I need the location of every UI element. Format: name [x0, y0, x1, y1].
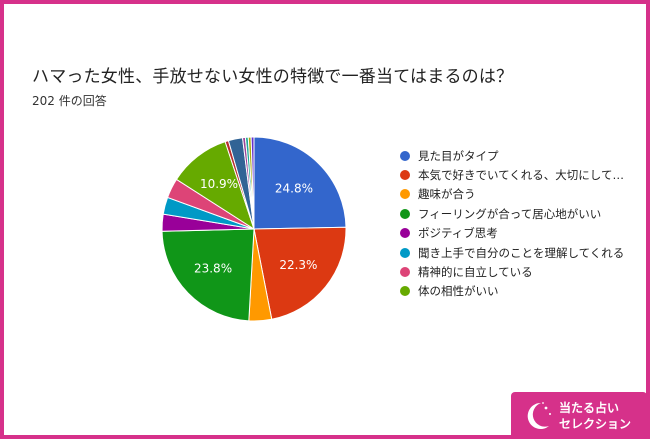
legend-swatch-6 [400, 267, 410, 278]
brand-badge: 当たる占い セレクション [511, 392, 647, 439]
legend-swatch-5 [400, 247, 410, 258]
pie-slice-0 [253, 136, 347, 230]
legend-item-4: ポジティブ思考 [400, 224, 624, 243]
legend-item-0: 見た目がタイプ [400, 146, 624, 165]
pie-slice-13 [250, 136, 255, 230]
pie-slice-1 [253, 226, 347, 320]
legend-swatch-4 [400, 228, 410, 239]
legend-item-1: 本気で好きでいてくれる、大切にして… [400, 165, 624, 184]
chart-title: ハマった女性、手放せない女性の特徴で一番当てはまるのは？ [32, 67, 514, 87]
legend-swatch-0 [400, 150, 410, 161]
brand-name-line2: セレクション [559, 416, 632, 431]
legend: 見た目がタイプ本気で好きでいてくれる、大切にして… 趣味が合うフィーリングが合って… [400, 146, 624, 301]
legend-label-6: 精神的に自立している [418, 265, 533, 280]
brand-name-line1: 当たる占い [559, 400, 620, 415]
legend-label-0: 見た目がタイプ [418, 148, 499, 163]
legend-swatch-2 [400, 189, 410, 200]
brand-name: 当たる占い セレクション [559, 400, 631, 432]
legend-swatch-1 [400, 170, 410, 181]
legend-swatch-3 [400, 208, 410, 219]
pie-slice-3 [161, 228, 255, 322]
response-count: 202 件の回答 [32, 94, 107, 108]
legend-label-4: ポジティブ思考 [418, 226, 498, 241]
pie-slice-label-0: 24.8% [275, 181, 313, 195]
legend-swatch-7 [400, 286, 410, 297]
legend-label-2: 趣味が合う [418, 187, 476, 202]
pie-slice-label-1: 22.3% [279, 258, 317, 272]
legend-item-7: 体の相性がいい [400, 282, 624, 301]
legend-item-2: 趣味が合う [400, 185, 624, 204]
legend-item-5: 聞き上手で自分のことを理解してくれる [400, 243, 624, 262]
pie-slice-label-3: 23.8% [194, 262, 232, 276]
legend-label-3: フィーリングが合って居心地がいい [418, 206, 602, 221]
legend-item-6: 精神的に自立している [400, 262, 624, 281]
legend-label-5: 聞き上手で自分のことを理解してくれる [418, 245, 625, 260]
pie-slice-label-7: 10.9% [200, 177, 238, 191]
legend-label-7: 体の相性がいい [418, 284, 499, 299]
legend-item-3: フィーリングが合って居心地がいい [400, 204, 624, 223]
legend-label-1: 本気で好きでいてくれる、大切にして… [418, 168, 624, 183]
pie-chart: 24.8% 22.3% 23.8% 10.9% [161, 136, 347, 322]
moon-icon [527, 401, 551, 429]
